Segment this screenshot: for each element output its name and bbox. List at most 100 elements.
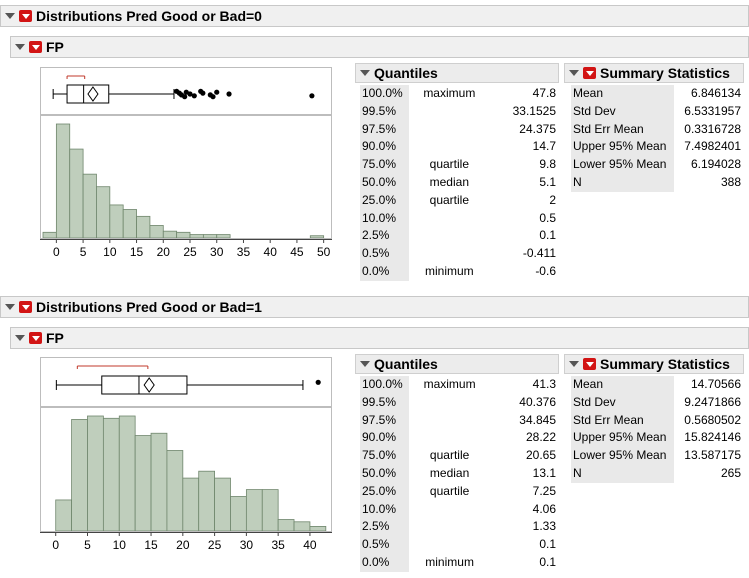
summary-value: 0.5680502	[684, 412, 741, 427]
red-triangle-menu-icon[interactable]	[583, 358, 596, 370]
quantile-row: 97.5% 34.845	[360, 411, 558, 430]
tick-label: 45	[290, 245, 304, 259]
quantile-value: 34.845	[519, 412, 556, 427]
box-plot[interactable]	[41, 68, 331, 114]
quantile-value: 1.33	[532, 519, 556, 534]
collapse-triangle-icon[interactable]	[360, 70, 370, 76]
section-header-1[interactable]: Distributions Pred Good or Bad=1	[0, 296, 749, 318]
quantile-row: 100.0% maximum 47.8	[360, 85, 558, 103]
quantile-percent: 25.0%	[360, 482, 410, 501]
collapse-triangle-icon[interactable]	[15, 44, 25, 50]
outlier-point	[182, 94, 188, 100]
quantile-value: -0.6	[535, 263, 556, 278]
histogram[interactable]	[41, 116, 331, 238]
section-header-0[interactable]: Distributions Pred Good or Bad=0	[0, 5, 749, 27]
quantile-label	[409, 412, 490, 430]
quantile-percent: 0.0%	[360, 553, 410, 572]
histogram-bar	[102, 417, 120, 531]
summary-row: Mean 6.846134	[571, 85, 743, 103]
histogram-bar	[118, 415, 136, 531]
quantile-value: 28.22	[525, 430, 556, 445]
quantile-label: minimum	[424, 263, 474, 278]
mean-diamond	[87, 86, 99, 102]
summary-row: Mean 14.70566	[571, 376, 743, 394]
quantile-label	[409, 501, 490, 519]
quantile-label	[409, 394, 490, 412]
summary-statistics-header[interactable]: Summary Statistics	[564, 63, 744, 83]
quantiles-header[interactable]: Quantiles	[355, 63, 559, 83]
summary-row: Std Dev 6.5331957	[571, 102, 743, 121]
red-triangle-menu-icon[interactable]	[29, 332, 42, 344]
quantiles-header[interactable]: Quantiles	[355, 354, 559, 374]
quantile-value: 9.8	[539, 157, 556, 172]
quantile-value: 41.3	[532, 377, 556, 391]
tick-label: 10	[103, 245, 117, 259]
summary-value: 6.194028	[690, 157, 741, 172]
tick-label: 5	[84, 538, 91, 552]
tick-label: 35	[237, 245, 251, 259]
summary-statistics-table: Mean 6.846134 Std Dev 6.5331957 Std Err Mean…	[571, 85, 743, 192]
histogram-frame	[40, 115, 332, 239]
tick-label: 35	[271, 538, 285, 552]
quantile-row: 99.5% 33.1525	[360, 102, 558, 121]
quantile-row: 90.0% 14.7	[360, 138, 558, 157]
quantile-label	[409, 429, 490, 447]
histogram-bar	[122, 209, 137, 238]
tick-label: 15	[130, 245, 144, 259]
outlier-point	[191, 93, 197, 99]
summary-label: Mean	[571, 85, 674, 103]
box-plot[interactable]	[41, 358, 331, 406]
quantile-label: median	[429, 465, 470, 480]
summary-row: N 388	[571, 173, 743, 192]
summary-label: N	[571, 464, 674, 483]
tick-label: 20	[157, 245, 171, 259]
quantile-percent: 75.0%	[360, 156, 410, 174]
collapse-triangle-icon[interactable]	[5, 13, 15, 19]
collapse-triangle-icon[interactable]	[15, 335, 25, 341]
outlier-point	[187, 91, 193, 97]
quantile-percent: 10.0%	[360, 209, 410, 228]
red-triangle-menu-icon[interactable]	[19, 10, 32, 22]
quantile-percent: 100.0%	[360, 376, 410, 394]
quantile-value: 47.8	[532, 86, 556, 100]
quantile-row: 2.5% 0.1	[360, 227, 558, 246]
summary-value: 9.2471866	[684, 394, 741, 409]
quantile-label	[409, 245, 489, 263]
tick-label: 5	[80, 245, 87, 259]
collapse-triangle-icon[interactable]	[5, 304, 15, 310]
variable-header-1[interactable]: FP	[10, 327, 749, 349]
quantile-label: median	[429, 174, 469, 189]
quantile-row: 0.5% 0.1	[360, 536, 558, 554]
collapse-triangle-icon[interactable]	[569, 70, 579, 76]
histogram-bar	[309, 235, 325, 238]
summary-label: Upper 95% Mean	[571, 429, 674, 448]
tick-label: 15	[144, 538, 158, 552]
quantile-percent: 50.0%	[360, 173, 410, 192]
red-triangle-menu-icon[interactable]	[583, 67, 596, 79]
summary-label: Lower 95% Mean	[571, 447, 674, 465]
summary-statistics-header[interactable]: Summary Statistics	[564, 354, 744, 374]
histogram-bar	[214, 477, 231, 531]
red-triangle-menu-icon[interactable]	[19, 301, 32, 313]
quantiles-table: 100.0% maximum 47.8 99.5% 33.1525 97.5% 24.375…	[360, 85, 558, 281]
histogram-frame	[40, 407, 332, 532]
quantile-row: 75.0% quartile 20.65	[360, 447, 558, 465]
quantile-label: quartile	[429, 483, 470, 498]
variable-header-0[interactable]: FP	[10, 36, 749, 58]
histogram-bar	[134, 435, 152, 531]
tick-label: 25	[208, 538, 222, 552]
quantile-label	[409, 210, 489, 228]
histogram-bar	[42, 231, 57, 238]
summary-value: 265	[720, 465, 741, 480]
histogram-bar	[189, 234, 204, 238]
collapse-triangle-icon[interactable]	[360, 361, 370, 367]
quantile-percent: 0.0%	[360, 262, 410, 281]
histogram-bar	[109, 204, 124, 238]
outlier-point	[226, 91, 232, 97]
red-triangle-menu-icon[interactable]	[29, 41, 42, 53]
histogram[interactable]	[41, 408, 331, 531]
quantile-value: 0.1	[539, 228, 556, 243]
collapse-triangle-icon[interactable]	[569, 361, 579, 367]
summary-row: Lower 95% Mean 13.587175	[571, 447, 743, 465]
quantile-percent: 99.5%	[360, 393, 410, 412]
